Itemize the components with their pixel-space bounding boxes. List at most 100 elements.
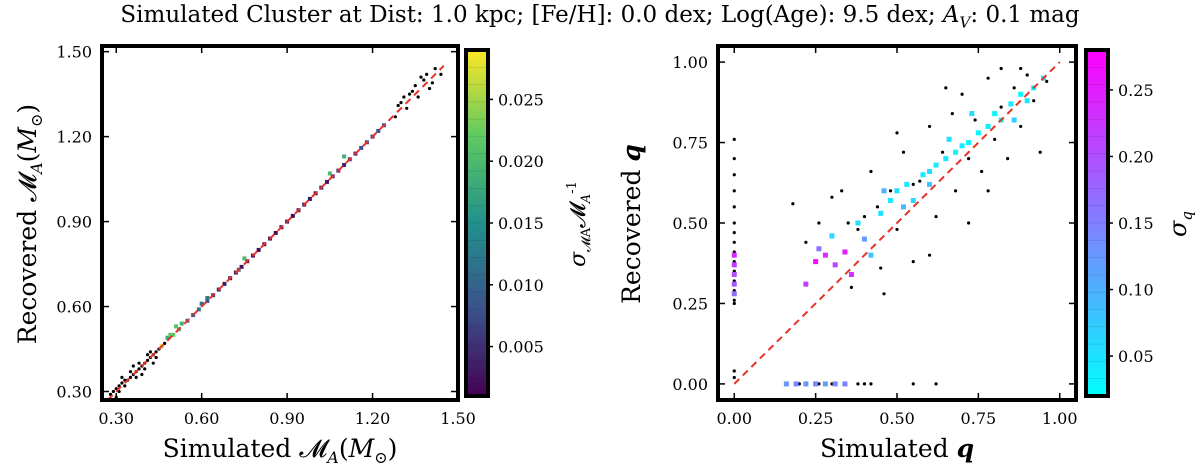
data-point <box>862 382 867 386</box>
data-point <box>918 179 922 183</box>
data-point-colored <box>927 169 933 175</box>
data-point-colored <box>290 213 295 218</box>
data-point-colored <box>803 381 809 387</box>
data-point-colored <box>1011 117 1017 123</box>
data-point <box>732 137 736 141</box>
data-point <box>986 189 990 193</box>
data-point <box>439 72 443 76</box>
data-point-colored <box>959 143 965 149</box>
data-point <box>433 67 437 71</box>
data-point <box>145 353 150 357</box>
colorbar-tick-label: 0.025 <box>498 90 544 109</box>
data-point <box>895 227 899 232</box>
axes-frame-left <box>100 44 460 402</box>
data-point-colored <box>946 136 952 142</box>
data-point <box>732 189 736 193</box>
data-point <box>416 95 420 99</box>
data-point-colored <box>242 256 247 261</box>
data-point <box>888 189 893 193</box>
data-point <box>840 189 844 193</box>
data-point <box>960 92 964 96</box>
data-point <box>399 101 403 105</box>
data-point-colored <box>273 230 278 235</box>
data-point <box>944 86 948 90</box>
y-tick-label: 0.60 <box>56 298 92 317</box>
data-point <box>128 370 133 374</box>
data-point <box>895 131 899 135</box>
data-point-colored <box>239 264 244 269</box>
data-point <box>123 384 127 388</box>
colorbar-tick-label: 0.25 <box>1118 81 1154 100</box>
data-point-colored <box>822 252 828 258</box>
colorbar-tick-label: 0.05 <box>1118 347 1154 366</box>
x-axis-label-left: Simulated 𝓜A(M⊙) <box>163 434 398 467</box>
y-axis-label-right: Recovered q <box>617 144 646 304</box>
data-point <box>413 84 417 88</box>
data-point <box>111 389 115 394</box>
data-point-colored <box>832 262 838 268</box>
chart-panel-left: 0.30 0.60 0.90 1.20 1.50 0.30 0.60 0.90 1.20 1.50… <box>56 43 543 428</box>
data-point <box>911 260 915 264</box>
colorbar-label-right: σq <box>1164 211 1196 237</box>
data-point <box>846 221 850 225</box>
data-point <box>934 382 938 386</box>
data-point-colored <box>861 236 867 242</box>
plot-area-right <box>731 61 1061 387</box>
data-point <box>1012 86 1016 90</box>
data-point <box>869 382 873 386</box>
data-point-colored <box>894 188 900 194</box>
colorbar-tick-label: 0.005 <box>498 338 544 357</box>
data-point <box>879 266 883 270</box>
data-point <box>145 358 150 362</box>
data-point <box>911 182 915 186</box>
data-point <box>732 240 736 244</box>
data-point-colored <box>731 262 737 268</box>
data-point <box>1019 66 1023 71</box>
data-point <box>791 202 795 206</box>
data-point <box>1025 73 1029 77</box>
data-point-colored <box>975 130 981 136</box>
data-point-colored <box>1008 101 1014 107</box>
data-point <box>953 189 958 193</box>
data-point <box>993 137 997 141</box>
colorbar-tick-label: 0.10 <box>1118 281 1154 300</box>
data-point-colored <box>969 111 975 117</box>
y-tick-label: 1.00 <box>672 53 708 72</box>
data-point <box>732 298 736 302</box>
data-point <box>940 150 945 154</box>
data-point-colored <box>196 307 201 312</box>
data-point <box>999 105 1003 109</box>
data-point-colored <box>307 196 312 201</box>
y-tick-label: 0.25 <box>672 294 708 313</box>
data-point <box>875 205 880 209</box>
data-point-colored <box>953 149 959 155</box>
colorbar-label-left: σ𝓜A𝓜A-1 <box>565 181 594 267</box>
data-point-colored <box>199 301 204 306</box>
chart-panel-right: 0.00 0.25 0.50 0.75 1.00 0.00 0.25 0.50 0.75 1.00… <box>672 44 1154 428</box>
colorbar-tick-label: 0.20 <box>1118 147 1154 166</box>
data-point <box>849 285 854 289</box>
data-point-colored <box>842 249 848 255</box>
colorbar-tick-label: 0.15 <box>1118 214 1154 233</box>
data-point <box>732 375 736 380</box>
data-point <box>422 78 426 82</box>
data-point-colored <box>342 162 347 167</box>
one-to-one-line <box>733 61 1061 385</box>
data-point <box>396 103 400 108</box>
data-point-colored <box>943 156 949 162</box>
data-point <box>830 195 834 199</box>
data-point-colored <box>324 179 329 184</box>
data-point-colored <box>813 381 819 387</box>
y-tick-label: 1.50 <box>56 43 92 62</box>
data-point-colored <box>731 281 737 287</box>
data-point-colored <box>1024 98 1030 104</box>
data-point-colored <box>832 381 838 387</box>
data-point <box>732 369 736 373</box>
data-point-colored <box>731 271 737 277</box>
data-point-colored <box>881 188 887 194</box>
data-point <box>137 361 141 365</box>
data-point <box>393 115 397 119</box>
data-point-colored <box>342 154 347 159</box>
data-point <box>869 169 873 174</box>
